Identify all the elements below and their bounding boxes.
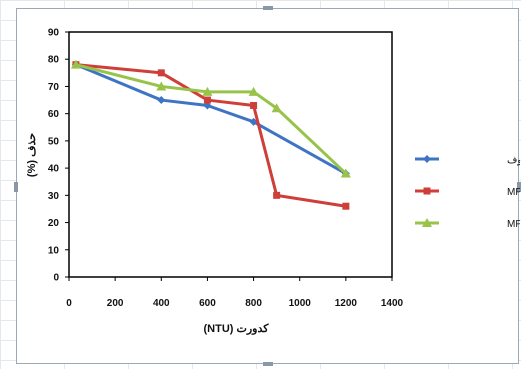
y-tick-label: 10 xyxy=(48,245,60,256)
y-axis-ticks: 0 10 20 30 40 50 60 70 80 90 xyxy=(48,28,69,284)
data-point xyxy=(203,96,211,104)
plot-area xyxy=(68,31,393,278)
data-point xyxy=(342,202,350,210)
data-point xyxy=(273,191,281,199)
data-point xyxy=(248,86,259,96)
y-tick-label: 30 xyxy=(48,191,60,202)
legend: باکتریهای هتروتروف مدفوعی MPN کلMPN xyxy=(415,155,520,230)
legend-marker xyxy=(422,218,432,227)
legend-label: مدفوعی MPN xyxy=(507,187,520,198)
resize-handle-left[interactable] xyxy=(14,182,18,192)
y-tick-label: 70 xyxy=(48,82,60,93)
x-tick-label: 400 xyxy=(153,298,170,309)
chart-svg: 0 10 20 30 40 50 60 70 80 90 0 200 400 600 800 1000 120… xyxy=(26,28,520,336)
legend-marker xyxy=(423,155,431,163)
x-tick-label: 1400 xyxy=(381,298,404,309)
y-tick-label: 20 xyxy=(48,218,60,229)
series-1 xyxy=(71,60,350,178)
x-tick-label: 1000 xyxy=(289,298,312,309)
legend-label: باکتریهای هتروتروف xyxy=(507,155,520,166)
y-tick-label: 40 xyxy=(48,164,60,175)
data-point xyxy=(70,59,81,69)
y-tick-label: 50 xyxy=(48,136,60,147)
data-point xyxy=(156,81,167,91)
x-tick-label: 1200 xyxy=(335,298,358,309)
series-3 xyxy=(70,59,351,178)
resize-handle-bottom[interactable] xyxy=(263,362,273,366)
x-tick-label: 200 xyxy=(107,298,124,309)
y-axis-title: حذف (%) xyxy=(26,133,38,177)
series-line xyxy=(75,63,347,175)
data-point xyxy=(202,86,213,96)
data-point xyxy=(157,69,165,77)
chart-frame[interactable]: 0 10 20 30 40 50 60 70 80 90 0 200 400 600 800 1000 120… xyxy=(14,6,521,366)
legend-marker xyxy=(423,187,431,195)
y-tick-label: 80 xyxy=(48,55,60,66)
y-tick-label: 90 xyxy=(48,28,60,39)
y-tick-label: 0 xyxy=(53,273,59,284)
legend-item: مدفوعی MPN xyxy=(415,187,520,198)
x-tick-label: 0 xyxy=(66,298,72,309)
x-tick-label: 600 xyxy=(199,298,216,309)
legend-item: باکتریهای هتروتروف xyxy=(415,155,520,166)
x-axis-title: کدورت (NTU) xyxy=(204,323,270,335)
data-point xyxy=(249,117,258,126)
data-point xyxy=(271,103,282,113)
data-point xyxy=(340,168,351,178)
resize-handle-right[interactable] xyxy=(517,182,521,192)
resize-handle-top[interactable] xyxy=(263,6,273,10)
data-point xyxy=(250,102,258,109)
legend-label: کلMPN xyxy=(507,219,520,230)
series-group xyxy=(70,59,351,210)
x-axis-ticks: 0 200 400 600 800 1000 1200 1400 xyxy=(66,277,404,309)
series-line xyxy=(75,63,347,208)
legend-item: کلMPN xyxy=(415,218,520,230)
x-tick-label: 800 xyxy=(245,298,262,309)
y-tick-label: 60 xyxy=(48,109,60,120)
data-point xyxy=(157,96,166,105)
